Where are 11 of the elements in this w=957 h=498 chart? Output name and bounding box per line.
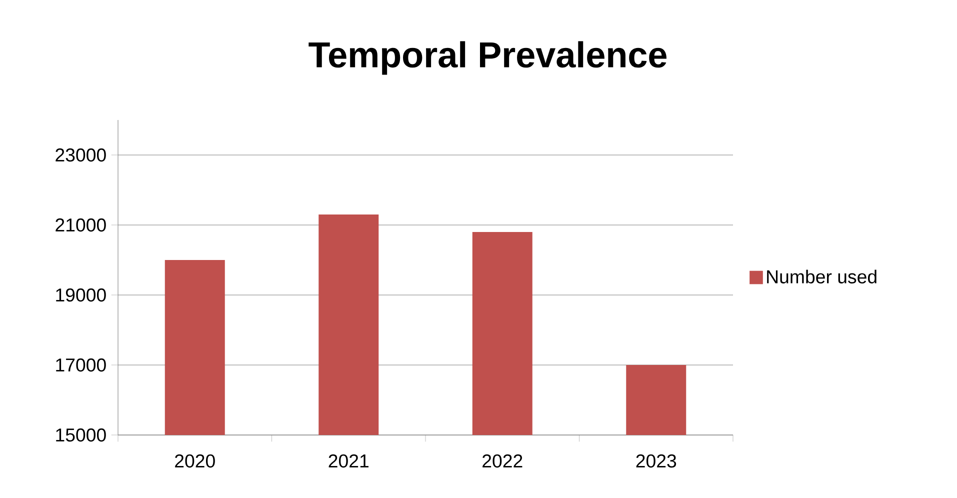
legend-label: Number used bbox=[767, 270, 876, 284]
y-tick-label: 23000 bbox=[56, 148, 106, 162]
x-tick-label: 2020 bbox=[175, 454, 215, 468]
y-tick-label: 19000 bbox=[56, 288, 106, 302]
y-tick-label: 17000 bbox=[56, 358, 106, 372]
x-tick-label: 2021 bbox=[328, 454, 368, 468]
y-tick-label: 15000 bbox=[56, 428, 106, 442]
x-tick-label: 2022 bbox=[482, 454, 522, 468]
x-tick-label: 2023 bbox=[636, 454, 676, 468]
chart-title: Temporal Prevalence bbox=[308, 41, 666, 75]
y-tick-label: 21000 bbox=[56, 218, 106, 232]
